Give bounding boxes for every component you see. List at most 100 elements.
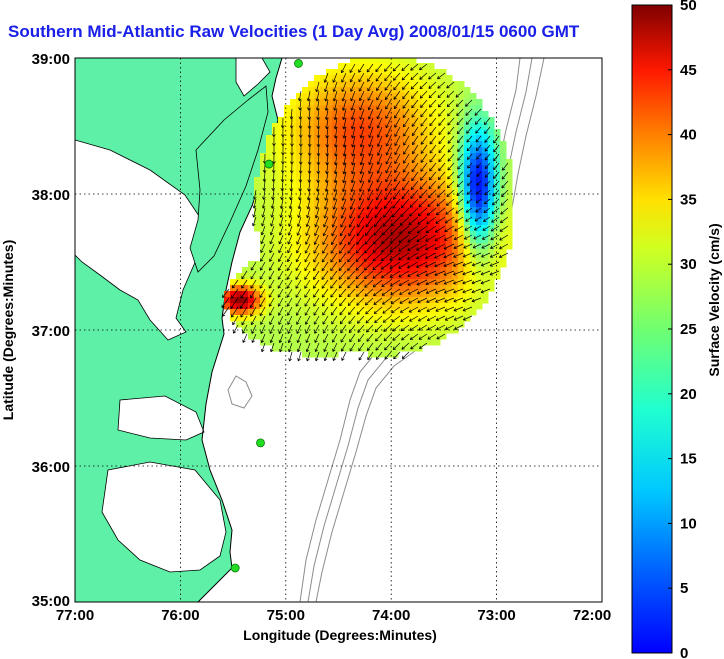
velocity-cell [380, 58, 387, 64]
velocity-cell [446, 321, 453, 328]
velocity-arrow [416, 279, 428, 286]
velocity-cell [350, 219, 357, 226]
velocity-cell [494, 147, 501, 154]
velocity-arrow [295, 279, 302, 289]
velocity-cell [320, 273, 327, 280]
velocity-cell [410, 225, 417, 232]
velocity-arrow [385, 162, 392, 174]
velocity-arrow [411, 144, 419, 155]
velocity-arrow [358, 81, 365, 92]
velocity-cell [344, 243, 351, 250]
velocity-arrow [391, 324, 401, 332]
velocity-cell [326, 165, 333, 172]
velocity-cell [290, 279, 297, 286]
velocity-cell [410, 303, 417, 310]
velocity-cell [446, 189, 453, 196]
velocity-cell [428, 69, 435, 76]
velocity-cell [440, 147, 447, 154]
velocity-arrow [392, 198, 401, 209]
velocity-cell [302, 273, 309, 280]
velocity-cell [506, 243, 513, 250]
velocity-cell [326, 279, 333, 286]
velocity-cell [260, 153, 267, 160]
velocity-arrow [252, 189, 257, 200]
velocity-cell [260, 297, 267, 304]
velocity-cell [308, 309, 315, 316]
velocity-arrow [333, 99, 338, 111]
velocity-cell [350, 303, 357, 310]
velocity-arrow [434, 270, 446, 277]
velocity-arrow [376, 117, 383, 129]
velocity-arrow [456, 108, 464, 117]
velocity-cell [308, 321, 315, 328]
velocity-arrow [261, 198, 266, 209]
colorbar-tick-label: 25 [680, 321, 697, 338]
velocity-cell [272, 189, 279, 196]
velocity-arrow [350, 189, 356, 201]
velocity-cell [338, 285, 345, 292]
velocity-cell [368, 327, 375, 334]
velocity-cell [314, 285, 321, 292]
velocity-cell [272, 159, 279, 166]
velocity-cell [482, 249, 489, 256]
velocity-arrow [286, 261, 293, 271]
velocity-arrow [392, 189, 401, 200]
velocity-cell [470, 285, 477, 292]
velocity-cell [416, 129, 423, 136]
velocity-cell [368, 81, 375, 88]
velocity-arrow [323, 333, 329, 343]
velocity-cell [392, 69, 399, 76]
velocity-cell [410, 171, 417, 178]
velocity-cell [290, 183, 297, 190]
velocity-cell [284, 297, 291, 304]
velocity-arrow [366, 324, 374, 333]
velocity-cell [488, 153, 495, 160]
velocity-arrow [357, 216, 365, 228]
velocity-cell [308, 351, 315, 358]
velocity-cell [224, 303, 231, 310]
velocity-cell [380, 279, 387, 286]
velocity-cell [290, 249, 297, 256]
velocity-cell [368, 111, 375, 118]
velocity-cell [278, 273, 285, 280]
velocity-arrow [298, 180, 302, 192]
velocity-cell [488, 129, 495, 136]
velocity-arrow [399, 297, 410, 304]
velocity-cell [458, 291, 465, 298]
velocity-arrow [443, 243, 455, 250]
velocity-arrow [465, 108, 473, 116]
velocity-arrow [438, 162, 446, 172]
velocity-cell [458, 225, 465, 232]
velocity-arrow [462, 306, 473, 312]
velocity-arrow [241, 270, 248, 280]
velocity-cell [470, 267, 477, 274]
velocity-arrow [375, 342, 383, 351]
velocity-cell [392, 261, 399, 268]
velocity-cell [344, 147, 351, 154]
velocity-arrow [359, 99, 365, 111]
velocity-arrow [398, 270, 410, 278]
velocity-cell [386, 117, 393, 124]
velocity-arrow [434, 261, 446, 268]
velocity-arrow [426, 306, 437, 313]
velocity-arrow [347, 234, 356, 245]
velocity-cell [404, 285, 411, 292]
velocity-arrow [351, 135, 356, 148]
velocity-cell [350, 201, 357, 208]
velocity-cell [350, 153, 357, 160]
velocity-cell [308, 285, 315, 292]
velocity-arrow [240, 306, 248, 318]
velocity-cell [296, 147, 303, 154]
velocity-cell [488, 135, 495, 142]
velocity-arrow [271, 189, 275, 200]
velocity-cell [320, 99, 327, 106]
velocity-cell [272, 225, 279, 232]
velocity-cell [368, 87, 375, 94]
velocity-arrow [296, 315, 302, 325]
velocity-cell [260, 267, 267, 274]
velocity-cell [494, 261, 501, 268]
velocity-cell [302, 183, 309, 190]
velocity-cell [470, 207, 477, 214]
velocity-arrow [277, 261, 284, 271]
velocity-cell [290, 165, 297, 172]
